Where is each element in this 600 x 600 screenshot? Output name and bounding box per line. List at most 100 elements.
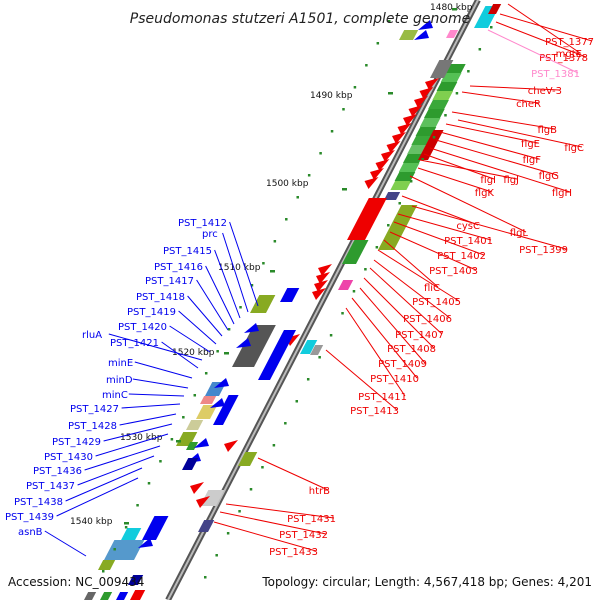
label-leader bbox=[345, 307, 406, 397]
label-leader bbox=[363, 277, 435, 349]
gene-label[interactable]: flgE bbox=[521, 139, 540, 150]
tick-dot bbox=[306, 378, 310, 381]
tick-dot bbox=[432, 136, 436, 139]
gene-label[interactable]: PST_1412 bbox=[178, 218, 227, 229]
gene-label[interactable]: PST_1381 bbox=[531, 69, 580, 80]
label-leader bbox=[44, 530, 87, 557]
feature-cyan bbox=[300, 340, 318, 354]
tick-dot bbox=[398, 202, 401, 205]
gene-label[interactable]: PST_1429 bbox=[52, 437, 101, 448]
gene-label[interactable]: PST_1408 bbox=[387, 344, 436, 355]
gene-label[interactable]: PST_1418 bbox=[136, 292, 185, 303]
feature-steelblue bbox=[104, 540, 145, 560]
gene-label[interactable]: PST_1413 bbox=[350, 406, 399, 417]
gene-label[interactable]: PST_1420 bbox=[118, 322, 167, 333]
gene-label[interactable]: PST_1409 bbox=[378, 359, 427, 370]
label-leader bbox=[451, 111, 556, 130]
gene-label[interactable]: PST_1430 bbox=[44, 452, 93, 463]
gene-label[interactable]: PST_1421 bbox=[110, 338, 159, 349]
feature-green bbox=[415, 127, 437, 136]
reverse-gene-arrow bbox=[314, 280, 328, 292]
feature-green bbox=[411, 136, 433, 145]
gene-label[interactable]: flgC bbox=[564, 143, 584, 154]
tick-dot bbox=[341, 312, 344, 315]
map-title: Pseudomonas stutzeri A1501, complete gen… bbox=[130, 11, 470, 27]
gene-label[interactable]: mgtE bbox=[556, 49, 582, 60]
feature-gray bbox=[430, 60, 454, 78]
gene-label[interactable]: PST_1432 bbox=[279, 530, 328, 541]
gene-label[interactable]: PST_1438 bbox=[14, 497, 63, 508]
tick-dot bbox=[147, 482, 151, 485]
label-leader bbox=[369, 267, 443, 335]
gene-label[interactable]: PST_1415 bbox=[163, 246, 212, 257]
gene-label[interactable]: PST_1417 bbox=[145, 276, 194, 287]
feature-olive bbox=[238, 452, 258, 466]
label-leader bbox=[351, 297, 418, 379]
gene-label[interactable]: PST_1405 bbox=[412, 297, 461, 308]
gene-label[interactable]: flgJ bbox=[503, 175, 519, 186]
gene-label[interactable]: minC bbox=[102, 390, 128, 401]
gene-label[interactable]: PST_1419 bbox=[127, 307, 176, 318]
label-leader bbox=[377, 249, 460, 302]
feature-green bbox=[390, 181, 412, 190]
gene-label[interactable]: cheV-3 bbox=[528, 86, 562, 97]
gene-label[interactable]: minD bbox=[106, 375, 133, 386]
tick-dot bbox=[102, 570, 105, 573]
reverse-gene-arrow bbox=[386, 141, 401, 153]
gene-label[interactable]: minE bbox=[108, 358, 133, 369]
tick-dot bbox=[216, 350, 219, 353]
genome-summary-text: Topology: circular; Length: 4,567,418 bp… bbox=[261, 575, 592, 589]
tick-dot bbox=[249, 488, 253, 491]
tick-label: 1480 kbp bbox=[430, 3, 473, 13]
gene-label[interactable]: PST_1407 bbox=[395, 330, 444, 341]
gene-label[interactable]: PST_1402 bbox=[437, 251, 486, 262]
gene-label[interactable]: fliC bbox=[424, 283, 440, 294]
gene-label[interactable]: PST_1437 bbox=[26, 481, 75, 492]
gene-label[interactable]: flgI bbox=[480, 175, 496, 186]
gene-label[interactable]: prc bbox=[202, 229, 218, 240]
gene-label[interactable]: flgL bbox=[510, 228, 529, 239]
gene-label[interactable]: PST_1406 bbox=[403, 314, 452, 325]
feature-green bbox=[100, 592, 113, 600]
feature-green bbox=[436, 82, 458, 91]
label-leader bbox=[257, 457, 329, 491]
gene-label[interactable]: PST_1416 bbox=[154, 262, 203, 273]
gene-label[interactable]: PST_1403 bbox=[429, 266, 478, 277]
gene-label[interactable]: PST_1439 bbox=[5, 512, 54, 523]
reverse-gene-arrow bbox=[381, 150, 395, 162]
label-leader bbox=[132, 378, 189, 389]
tick-dot bbox=[113, 548, 116, 551]
gene-label[interactable]: htrB bbox=[309, 486, 330, 497]
gene-label[interactable]: PST_1378 bbox=[539, 53, 588, 64]
gene-label[interactable]: PST_1431 bbox=[287, 514, 336, 525]
gene-label[interactable]: flgG bbox=[539, 171, 559, 182]
gene-label[interactable]: PST_1428 bbox=[68, 421, 117, 432]
gene-label[interactable]: PST_1377 bbox=[545, 37, 594, 48]
tick-dot bbox=[273, 240, 277, 243]
label-leader bbox=[196, 279, 229, 331]
gene-label[interactable]: PST_1436 bbox=[33, 466, 82, 477]
reverse-gene-arrow bbox=[364, 177, 379, 189]
label-leader bbox=[393, 221, 485, 256]
gene-label[interactable]: PST_1401 bbox=[444, 236, 493, 247]
tick-mark bbox=[342, 188, 347, 191]
label-leader bbox=[417, 167, 493, 193]
label-leader bbox=[469, 85, 561, 91]
reverse-gene-arrow bbox=[312, 288, 326, 300]
gene-label[interactable]: flgF bbox=[523, 155, 542, 166]
gene-label[interactable]: flgK bbox=[475, 188, 495, 199]
reverse-gene-arrow bbox=[408, 105, 423, 117]
gene-label[interactable]: rluA bbox=[82, 330, 102, 341]
tick-dot bbox=[388, 20, 391, 23]
gene-label[interactable]: cheR bbox=[516, 99, 541, 110]
tick-dot bbox=[375, 246, 379, 249]
tick-dot bbox=[239, 306, 242, 309]
gene-label[interactable]: PST_1399 bbox=[519, 245, 568, 256]
gene-label[interactable]: asnB bbox=[18, 527, 43, 538]
gene-label[interactable]: flgH bbox=[552, 188, 572, 199]
gene-label[interactable]: PST_1433 bbox=[269, 547, 318, 558]
gene-label[interactable]: PST_1427 bbox=[70, 404, 119, 415]
gene-label[interactable]: cysC bbox=[456, 221, 480, 232]
gene-label[interactable]: flgB bbox=[537, 125, 557, 136]
